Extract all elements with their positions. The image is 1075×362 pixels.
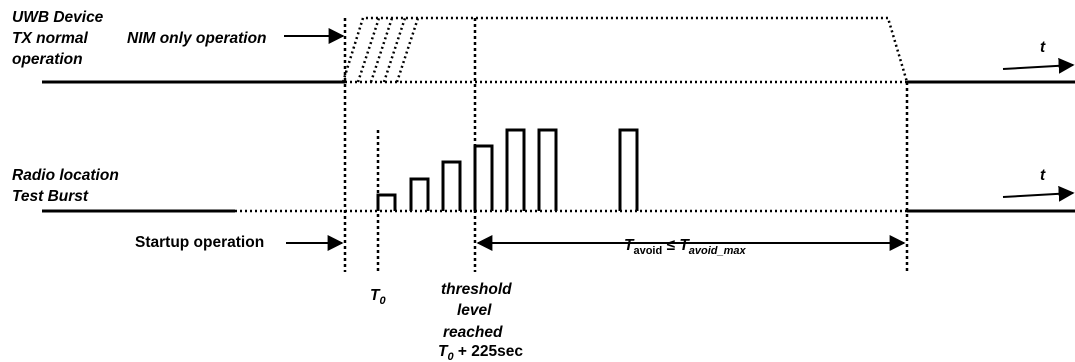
uwb-label-line1: UWB Device [12,9,104,26]
t0-label: T0 [370,287,386,307]
startup-label: Startup operation [135,234,264,251]
tavoid-label: Tavoid ≤ Tavoid_max [624,237,747,257]
t-axis-label-top: t [1040,39,1046,56]
t-axis-label-bottom: t [1040,167,1046,184]
threshold-time-label: T0 + 225sec [438,343,523,362]
threshold-label-line2: level [457,302,492,319]
nim-only-label: NIM only operation [127,30,267,47]
time-axis-arrow-top [1002,57,1075,74]
radio-label-line1: Radio location [12,167,119,184]
uwb-tx-signal [42,16,1075,84]
threshold-label-line1: threshold [441,281,512,298]
threshold-label-line3: reached [443,324,503,341]
radio-burst-signal [42,128,1075,213]
uwb-label-line2: TX normal [12,30,88,47]
uwb-label-line3: operation [12,51,83,68]
radio-label-line2: Test Burst [12,188,89,205]
time-axis-arrow-bottom [1002,185,1075,202]
